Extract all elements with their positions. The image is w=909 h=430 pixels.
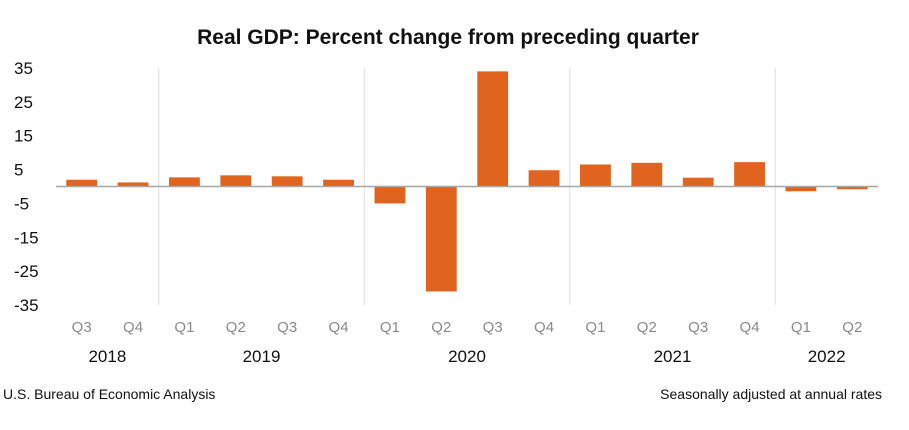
- data-bar: [374, 186, 406, 204]
- data-bar: [66, 179, 98, 187]
- data-bar: [682, 177, 714, 187]
- data-bar: [220, 175, 252, 187]
- x-tick-label: Q2: [226, 319, 246, 336]
- x-tick-label: Q4: [329, 319, 349, 336]
- x-tick-label: Q2: [431, 319, 451, 336]
- y-tick-label: 25: [14, 93, 33, 112]
- x-tick-label: Q4: [123, 319, 143, 336]
- data-bar: [580, 164, 611, 187]
- data-bar: [477, 71, 509, 187]
- x-tick-label: Q1: [380, 319, 400, 336]
- x-tick-label: Q3: [483, 319, 503, 336]
- y-tick-label: -35: [14, 296, 39, 315]
- data-bar: [734, 162, 765, 187]
- year-label: 2019: [243, 347, 281, 366]
- y-tick-label: -5: [14, 194, 29, 213]
- x-tick-label: Q1: [174, 319, 194, 336]
- source-note: U.S. Bureau of Economic Analysis: [3, 386, 215, 402]
- x-tick-label: Q3: [688, 319, 708, 336]
- year-label: 2022: [808, 347, 846, 366]
- x-tick-label: Q2: [637, 319, 657, 336]
- year-label: 2021: [654, 347, 692, 366]
- y-tick-label: 15: [14, 127, 33, 146]
- x-tick-label: Q3: [72, 319, 92, 336]
- data-bar: [323, 179, 354, 187]
- data-bar: [836, 186, 868, 190]
- data-bar: [528, 170, 560, 187]
- y-tick-label: -15: [14, 228, 39, 247]
- chart-title: Real GDP: Percent change from preceding …: [197, 26, 699, 49]
- x-tick-label: Q4: [740, 319, 760, 336]
- data-bar: [425, 186, 457, 292]
- year-label: 2020: [448, 347, 486, 366]
- rates-note: Seasonally adjusted at annual rates: [660, 386, 882, 402]
- x-tick-label: Q3: [277, 319, 297, 336]
- y-tick-label: 5: [14, 161, 23, 180]
- data-bar: [631, 162, 663, 187]
- data-bar: [785, 186, 817, 192]
- x-tick-label: Q1: [791, 319, 811, 336]
- x-tick-label: Q4: [534, 319, 554, 336]
- y-tick-label: -25: [14, 262, 39, 281]
- data-bar: [271, 176, 303, 187]
- x-tick-label: Q1: [585, 319, 605, 336]
- data-bar: [169, 177, 200, 187]
- year-label: 2018: [88, 347, 126, 366]
- y-tick-label: 35: [14, 59, 33, 78]
- x-tick-label: Q2: [842, 319, 862, 336]
- data-bar: [117, 182, 149, 187]
